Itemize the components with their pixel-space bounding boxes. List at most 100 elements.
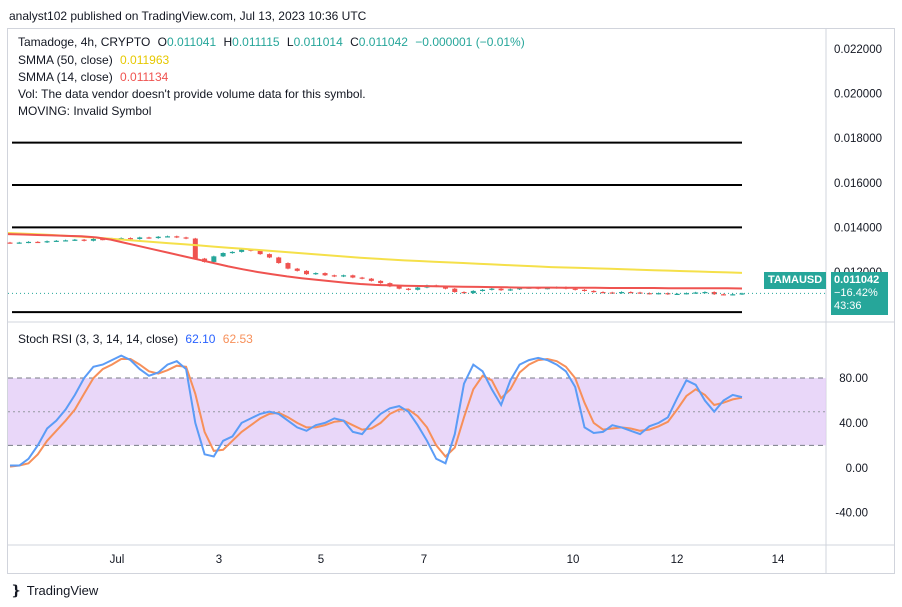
candle-body	[229, 251, 235, 254]
candle-body	[276, 257, 282, 264]
candle-body	[683, 293, 689, 295]
time-tick-label: 12	[671, 554, 684, 566]
candle-body	[470, 290, 476, 294]
candle-body	[480, 289, 486, 291]
publisher-header: analyst102 published on TradingView.com,…	[9, 9, 367, 23]
candle-body	[239, 249, 245, 252]
stoch-tick-label: 0.00	[846, 463, 868, 475]
candle-body	[257, 250, 263, 255]
price-tick-label: 0.016000	[834, 178, 882, 190]
price-badge-countdown: 43:36	[834, 300, 862, 312]
sma50-value: 0.011963	[120, 53, 170, 67]
candle-body	[146, 237, 152, 239]
candle-body	[674, 293, 680, 296]
footer-brand: TradingView	[26, 583, 99, 598]
candle-body	[285, 263, 291, 269]
price-tick-label: 0.022000	[834, 44, 882, 56]
candle-body	[359, 277, 365, 279]
time-tick-label: Jul	[110, 554, 125, 566]
candle-body	[720, 294, 726, 296]
price-tick-label: 0.020000	[834, 89, 882, 101]
candle-body	[26, 241, 32, 244]
stoch-d-value: 62.53	[222, 332, 253, 346]
candle-body	[544, 288, 550, 290]
sma50-legend: SMMA (50, close) 0.011963	[18, 53, 169, 67]
candle-body	[165, 236, 171, 238]
candle-body	[322, 273, 328, 276]
candle-body	[693, 292, 699, 294]
high-value: 0.011115	[232, 35, 280, 49]
price-badge-price: 0.011042	[834, 274, 880, 286]
candle-body	[739, 293, 745, 295]
time-tick-label: 14	[772, 554, 785, 566]
low-value: 0.011014	[293, 35, 343, 49]
high-label: H	[223, 35, 233, 49]
candle-body	[192, 238, 198, 259]
candle-body	[405, 288, 411, 290]
candle-body	[656, 293, 662, 295]
time-tick-label: 7	[421, 554, 427, 566]
candle-body	[155, 236, 161, 239]
price-badge: 0.011042 −16.42% 43:36	[831, 272, 888, 315]
candle-body	[304, 270, 310, 275]
candle-body	[442, 286, 448, 289]
candle-body	[220, 253, 226, 257]
candle-body	[81, 239, 87, 241]
volume-legend: Vol: The data vendor doesn't provide vol…	[18, 87, 366, 101]
price-badge-change: −16.42%	[834, 287, 878, 299]
candle-body	[294, 268, 300, 271]
candle-body	[341, 275, 347, 277]
candle-body	[498, 288, 504, 291]
candle-body	[581, 289, 587, 291]
moving-legend: MOVING: Invalid Symbol	[18, 104, 152, 118]
stoch-tick-label: -40.00	[835, 508, 868, 520]
candle-body	[665, 293, 671, 295]
footer[interactable]: ❵ TradingView	[10, 582, 98, 599]
candle-body	[646, 293, 652, 295]
candle-body	[7, 242, 13, 244]
change-value: −0.000001 (−0.01%)	[415, 35, 525, 49]
ticker-badge: TAMAUSD	[764, 272, 827, 289]
candle-body	[702, 292, 708, 294]
open-label: O	[157, 35, 167, 49]
candle-body	[628, 292, 634, 294]
candle-body	[572, 288, 578, 290]
close-label: C	[350, 35, 359, 49]
candle-body	[35, 241, 41, 244]
symbol-legend: Tamadoge, 4h, CRYPTO O0.011041 H0.011115…	[18, 35, 525, 49]
open-value: 0.011041	[166, 35, 217, 49]
candle-body	[16, 242, 22, 244]
stoch-label: Stoch RSI (3, 3, 14, 14, close)	[18, 332, 179, 346]
candle-body	[127, 238, 133, 240]
candle-body	[174, 236, 180, 238]
candle-body	[331, 275, 337, 277]
candle-body	[396, 286, 402, 289]
candle-body	[211, 256, 217, 262]
candle-body	[266, 254, 272, 258]
candle-body	[489, 288, 495, 290]
stoch-k-value: 62.10	[185, 332, 216, 346]
candle-body	[183, 237, 189, 239]
candle-body	[591, 290, 597, 293]
candle-body	[452, 288, 458, 293]
time-tick-label: 5	[318, 554, 324, 566]
candle-body	[461, 292, 467, 294]
stoch-tick-label: 40.00	[839, 418, 868, 430]
candle-body	[313, 273, 319, 275]
tradingview-logo-icon: ❵	[10, 582, 22, 598]
symbol-line: Tamadoge, 4h, CRYPTO	[18, 35, 151, 49]
candle-body	[600, 292, 606, 294]
time-tick-label: 3	[216, 554, 222, 566]
sma14-label: SMMA (14, close)	[18, 70, 113, 84]
candle-body	[100, 238, 106, 241]
candle-body	[63, 240, 69, 242]
price-tick-label: 0.014000	[834, 222, 882, 234]
chart-frame	[7, 28, 895, 574]
stoch-k-line	[10, 354, 743, 467]
candle-body	[507, 289, 513, 291]
stoch-tick-label: 80.00	[839, 373, 868, 385]
sma14-value: 0.011134	[120, 70, 169, 84]
candle-body	[72, 239, 78, 241]
candle-body	[517, 288, 523, 290]
